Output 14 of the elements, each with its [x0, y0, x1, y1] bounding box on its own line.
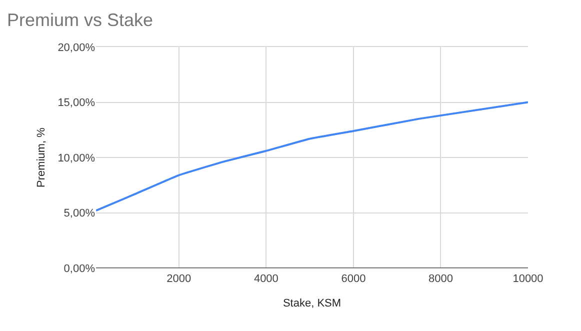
x-tick-label: 10000 [512, 273, 544, 286]
x-tick-label: 6000 [341, 273, 366, 286]
y-axis-title: Premium, % [35, 127, 48, 188]
y-tick-label: 0,00% [64, 262, 96, 275]
y-tick-label: 15,00% [58, 97, 96, 110]
y-tick-label: 10,00% [58, 152, 96, 164]
x-tick-label: 8000 [428, 273, 453, 286]
x-axis-title: Stake, KSM [282, 297, 342, 310]
x-tick-label: 4000 [254, 273, 278, 286]
line-series [96, 101, 528, 212]
y-tick-label: 5,00% [64, 208, 96, 220]
chart-title: Premium vs Stake [6, 10, 154, 30]
y-tick-label: 20,00% [58, 42, 96, 54]
x-tick-label: 2000 [166, 273, 192, 286]
